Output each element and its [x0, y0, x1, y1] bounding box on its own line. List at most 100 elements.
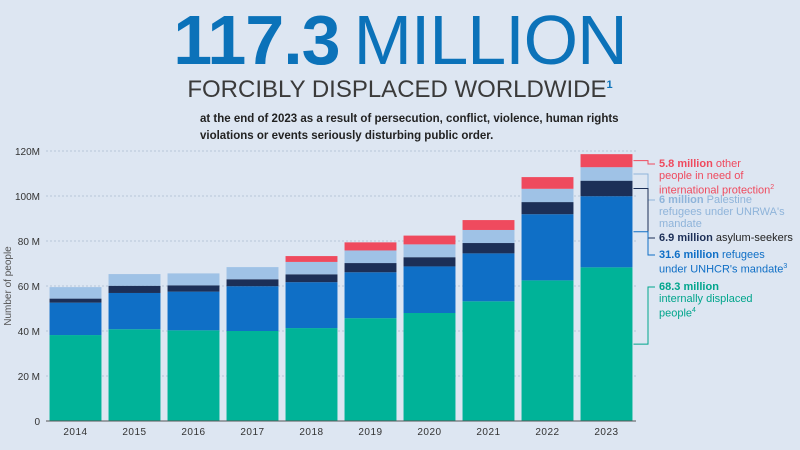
annotation-text: 3 [783, 263, 788, 270]
bar-segment [344, 242, 397, 251]
bar-segment [403, 266, 456, 313]
bar-segment [108, 274, 161, 286]
annotation-connector [633, 231, 655, 256]
annotation-idp: 68.3 million internally displaced people4 [659, 281, 753, 320]
annotation-line: international protection2 [659, 182, 774, 197]
bar-segment [285, 261, 338, 275]
annotation-text: refugees under UNRWA's [659, 206, 785, 218]
annotation-text: mandate [659, 218, 702, 230]
bar-segment [226, 331, 279, 421]
x-tick-label: 2015 [122, 427, 146, 438]
bar-segment [462, 243, 515, 254]
annotation-text: 2 [770, 184, 775, 191]
bar-segment [167, 330, 220, 421]
bar-segment [108, 285, 161, 293]
bar-segment [285, 328, 338, 421]
subtitle-footnote: 1 [606, 79, 613, 91]
annotation-refugees_unhcr: 31.6 million refugees under UNHCR's manda… [659, 249, 787, 276]
annotation-connector [633, 173, 655, 201]
headline: 117.3 MILLION [0, 4, 800, 76]
bar-segment [226, 267, 279, 280]
annotation-text: people [659, 307, 693, 320]
y-tick-label: 60 M [18, 282, 40, 293]
annotation-line: under UNHCR's mandate3 [659, 261, 787, 276]
annotation-text: 6 million [659, 194, 704, 206]
bar-segment [49, 302, 102, 336]
y-axis-label: Number of people [3, 246, 14, 326]
bar-segment [226, 279, 279, 287]
x-tick-label: 2017 [240, 427, 264, 438]
bar-segment [226, 286, 279, 331]
y-tick-label: 80 M [18, 237, 40, 248]
annotation-connector [633, 286, 655, 345]
bar-segment [344, 272, 397, 319]
bar-segment [285, 274, 338, 283]
bar-segment [108, 292, 161, 330]
y-tick-label: 20 M [18, 372, 40, 383]
annotation-line: 5.8 million other [659, 158, 774, 170]
x-tick-label: 2016 [181, 427, 205, 438]
y-tick-label: 0 [34, 417, 40, 428]
subtitle: FORCIBLY DISPLACED WORLDWIDE1 [0, 76, 800, 104]
bar-segment [521, 177, 574, 189]
bar-segment [403, 235, 456, 245]
bar-segment [462, 229, 515, 244]
annotation-line: 31.6 million refugees [659, 249, 787, 261]
x-tick-label: 2021 [476, 427, 500, 438]
x-tick-label: 2022 [535, 427, 559, 438]
bar-segment [521, 202, 574, 215]
bar-segment [580, 196, 633, 268]
annotation-line: 6.9 million asylum-seekers [659, 232, 793, 244]
annotation-connector [633, 187, 655, 239]
annotation-connector [633, 160, 655, 165]
headline-number: 117.3 [173, 1, 340, 79]
bar-segment [49, 335, 102, 421]
bar-segment [344, 318, 397, 421]
bar-segment [49, 287, 102, 299]
annotation-text: other [712, 158, 741, 170]
annotation-text: 4 [692, 307, 696, 314]
annotation-text: asylum-seekers [712, 232, 793, 244]
bar-segment [285, 282, 338, 329]
annotation-other_protection: 5.8 million other people in need of intern… [659, 158, 774, 197]
y-tick-label: 100M [15, 192, 40, 203]
bar-segment [167, 273, 220, 286]
bar-segment [580, 267, 633, 421]
bar-segment [344, 263, 397, 273]
bar-segment [167, 291, 220, 331]
bar-segment [462, 301, 515, 421]
x-tick-label: 2018 [299, 427, 323, 438]
annotation-text: people in need of [659, 170, 744, 182]
annotation-text: internally displaced [659, 293, 753, 305]
bar-segment [403, 244, 456, 258]
bar-segment [344, 250, 397, 264]
bar-segment [521, 188, 574, 203]
annotation-asylum_seekers: 6.9 million asylum-seekers [659, 232, 793, 244]
bar-segment [167, 285, 220, 292]
annotation-line: 6 million Palestine [659, 194, 785, 206]
bar-segment [580, 180, 633, 197]
x-tick-label: 2020 [417, 427, 441, 438]
annotation-text: refugees [718, 249, 765, 261]
bar-segment [580, 167, 633, 181]
annotation-text: Palestine [703, 194, 752, 206]
annotation-line: mandate [659, 218, 785, 230]
x-tick-label: 2019 [358, 427, 382, 438]
annotation-text: 6.9 million [659, 232, 713, 244]
annotation-text: 68.3 million [659, 281, 719, 293]
annotation-line: internally displaced [659, 293, 753, 305]
annotation-line: people4 [659, 305, 753, 320]
bar-segment [49, 298, 102, 303]
headline-word: MILLION [353, 1, 628, 79]
y-tick-label: 120M [15, 147, 40, 158]
bar-segment [462, 220, 515, 230]
annotation-line: people in need of [659, 170, 774, 182]
bar-segment [462, 253, 515, 302]
annotation-palestine_unrwa: 6 million Palestine refugees under UNRWA'… [659, 194, 785, 230]
bar-segment [580, 154, 633, 168]
annotation-text: 31.6 million [659, 249, 719, 261]
annotation-line: 68.3 million [659, 281, 753, 293]
bar-segment [521, 280, 574, 421]
subtitle-text: FORCIBLY DISPLACED WORLDWIDE [187, 76, 607, 103]
